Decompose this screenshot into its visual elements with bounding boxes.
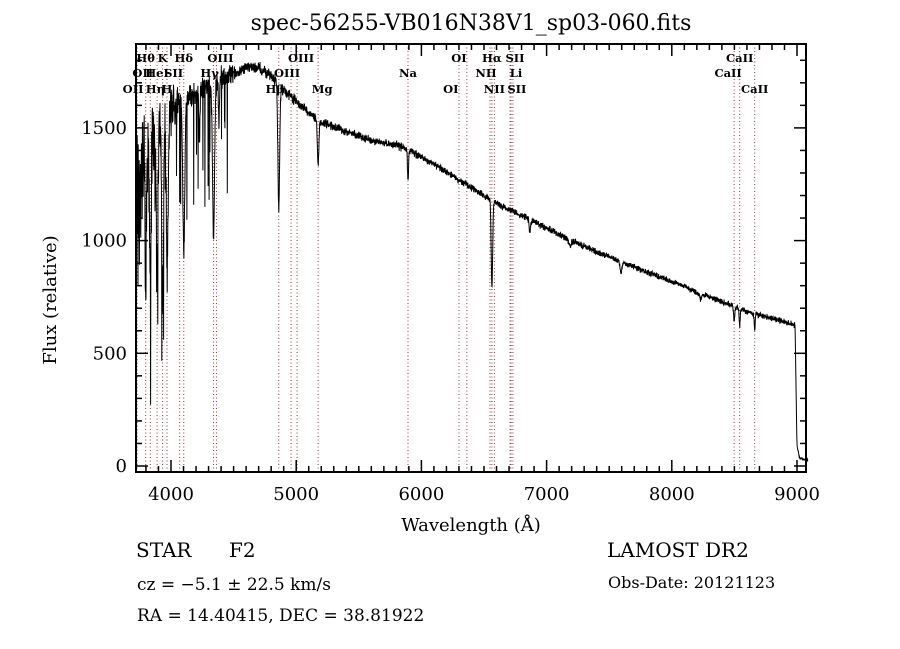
survey-text: LAMOST DR2: [607, 538, 749, 562]
marker-label-Hα: Hα: [482, 51, 502, 65]
x-tick-label: 5000: [273, 484, 319, 505]
marker-label-SII: SII: [507, 82, 526, 96]
plot-frame: [135, 43, 807, 473]
marker-label-Na: Na: [399, 66, 418, 80]
marker-label-K: K: [158, 51, 169, 65]
marker-label-Hδ: Hδ: [174, 51, 193, 65]
y-tick-label: 1500: [81, 118, 127, 139]
x-tick-label: 4000: [148, 484, 194, 505]
marker-label-Li: Li: [510, 66, 523, 80]
cz-text: cz = −5.1 ± 22.5 km/s: [137, 575, 331, 595]
marker-label-CaII: CaII: [714, 66, 741, 80]
spectrum-path: [135, 61, 809, 462]
marker-label-OI: OI: [443, 82, 458, 96]
plot-title: spec-56255-VB016N38V1_sp03-060.fits: [251, 11, 692, 36]
marker-label-NII: NII: [475, 66, 496, 80]
x-tick-label: 6000: [398, 484, 444, 505]
marker-label-Hθ: Hθ: [136, 51, 155, 65]
subclass-text: F2: [229, 538, 256, 562]
marker-label-Hγ: Hγ: [200, 66, 219, 80]
x-tick-label: 7000: [524, 484, 570, 505]
marker-label-OIII: OIII: [288, 51, 314, 65]
marker-label-CaII: CaII: [741, 82, 768, 96]
marker-label-OIII: OIII: [274, 66, 300, 80]
marker-label-Hη: Hη: [146, 82, 165, 96]
marker-label-SII: SII: [506, 51, 525, 65]
marker-label-OI: OI: [451, 51, 466, 65]
spectrum-trace: [135, 61, 809, 462]
marker-label-SII: SII: [164, 66, 183, 80]
y-tick-label: 500: [93, 343, 127, 364]
marker-label-H: H: [162, 82, 173, 96]
marker-label-Mg: Mg: [312, 82, 333, 96]
y-tick-label: 1000: [81, 231, 127, 252]
x-axis-label: Wavelength (Å): [401, 514, 541, 536]
marker-label-OII: OII: [123, 82, 144, 96]
marker-label-HeI: HeI: [145, 66, 169, 80]
x-tick-label: 8000: [649, 484, 695, 505]
marker-label-NII: NII: [484, 82, 505, 96]
axes-and-ticks: 4000 5000 6000 7000 8000 9000 0 500 1000 1500: [81, 44, 820, 505]
y-tick-label: 0: [116, 456, 127, 477]
marker-label-OIII: OIII: [207, 51, 233, 65]
radec-text: RA = 14.40415, DEC = 38.81922: [137, 606, 424, 626]
marker-label-OII: OII: [132, 66, 153, 80]
obsdate-text: Obs-Date: 20121123: [608, 573, 775, 592]
x-tick-label: 9000: [774, 484, 820, 505]
marker-label-Hβ: Hβ: [266, 82, 285, 96]
y-axis-label: Flux (relative): [40, 235, 61, 364]
classification-text: STAR: [136, 538, 192, 562]
spectral-marker-lines: [136, 44, 756, 472]
marker-label-CaII: CaII: [726, 51, 753, 65]
